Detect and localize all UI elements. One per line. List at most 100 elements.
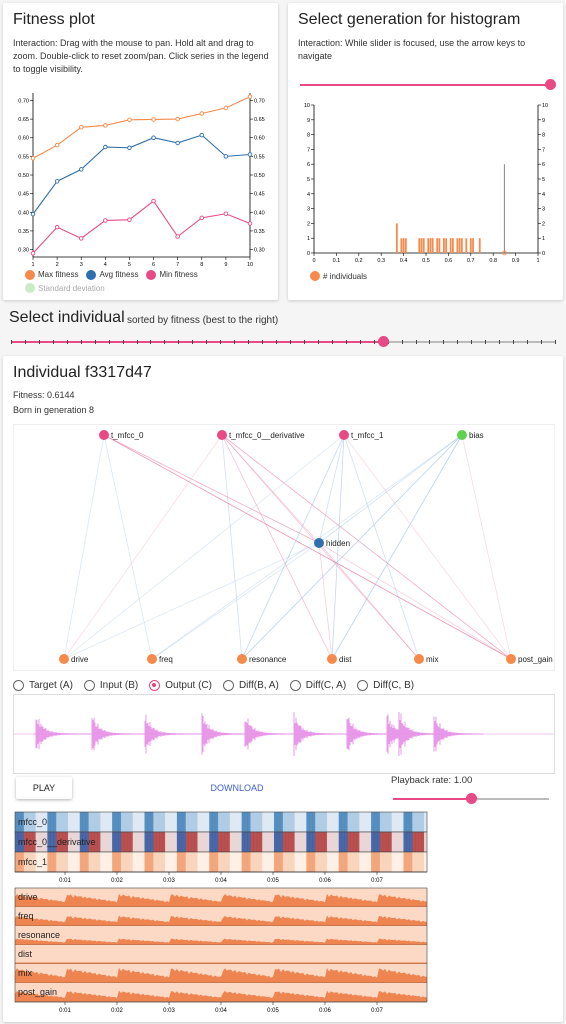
feature-cell: [212, 812, 216, 832]
feature-cell: [41, 832, 45, 852]
download-button[interactable]: DOWNLOAD: [210, 783, 264, 793]
histogram-bar: [445, 238, 448, 253]
playback-rate-slider[interactable]: [393, 793, 549, 805]
feature-cell: [315, 832, 319, 852]
feature-cell: [221, 832, 225, 852]
slider-tick: [262, 340, 264, 344]
feature-cell: [135, 852, 139, 872]
feature-cell: [368, 832, 372, 852]
slider-tick: [108, 340, 110, 344]
playback-rate-track-inactive: [471, 798, 549, 800]
y-tick-label: 7: [542, 147, 545, 153]
network-graph[interactable]: t_mfcc_0 t_mfcc_0__derivative t_mfcc_1 bias…: [13, 424, 555, 671]
radio-indicator[interactable]: [83, 680, 95, 691]
audio-source-radio[interactable]: Diff(C, B): [357, 680, 414, 691]
feature-cell: [156, 852, 160, 872]
feature-cell: [306, 812, 310, 832]
feature-cell: [88, 812, 92, 832]
time-tick-label: 0:02: [111, 1008, 123, 1014]
param-area: [15, 990, 427, 1002]
feature-cell: [115, 852, 119, 872]
feature-cell: [285, 852, 289, 872]
feature-cell: [197, 852, 201, 872]
time-tick-label: 0:06: [319, 1008, 331, 1014]
y-tick-label: 0.55: [254, 154, 265, 160]
radio-indicator[interactable]: [13, 680, 24, 691]
fitness-plot-title: Fitness plot: [13, 11, 95, 28]
feature-cell: [244, 812, 248, 832]
audio-source-radio[interactable]: Diff(B, A): [222, 680, 279, 691]
individual-slider-thumb[interactable]: [378, 336, 389, 347]
histogram-legend-item[interactable]: # individuals: [310, 271, 367, 281]
audio-source-radio[interactable]: Diff(C, A): [289, 680, 346, 691]
feature-cell: [309, 812, 313, 832]
feature-cell: [100, 832, 104, 852]
play-button[interactable]: PLAY: [16, 777, 72, 799]
feature-cell: [159, 812, 163, 832]
feature-cell: [409, 832, 413, 852]
feature-cell: [291, 812, 295, 832]
histogram-bar: [402, 238, 405, 253]
histogram-legend[interactable]: # individuals: [310, 268, 375, 286]
waveform-panel[interactable]: [13, 694, 555, 774]
feature-cell: [209, 852, 213, 872]
slider-tick: [11, 340, 12, 344]
feature-cell: [321, 852, 325, 872]
generation-slider-thumb[interactable]: [545, 79, 556, 90]
audio-source-options: Target (A) Input (B) Output (C) Diff(B, A) D…: [13, 678, 425, 696]
playback-rate-thumb[interactable]: [466, 793, 477, 804]
y-tick-label: 0.60: [18, 136, 29, 142]
radio-indicator[interactable]: [222, 680, 234, 691]
graph-edge: [103, 434, 153, 660]
data-point: [175, 140, 180, 146]
slider-tick: [206, 340, 208, 344]
feature-cell: [262, 832, 266, 852]
feature-cell: [29, 812, 33, 832]
fitness-legend-item[interactable]: Min fitness: [146, 268, 198, 281]
feature-cell: [356, 832, 360, 852]
feature-cell: [176, 852, 181, 872]
feature-cell: [118, 832, 122, 852]
feature-cell: [353, 852, 357, 872]
feature-cell: [229, 832, 234, 852]
individual-slider[interactable]: [11, 335, 556, 349]
slider-tick: [136, 340, 138, 344]
feature-cell: [403, 852, 407, 872]
radio-indicator[interactable]: [149, 680, 161, 691]
audio-source-radio[interactable]: Input (B): [83, 680, 138, 691]
feature-cell: [229, 852, 234, 872]
feature-cell: [135, 812, 139, 832]
audio-source-radio[interactable]: Output (C): [149, 680, 212, 691]
feature-cell: [15, 832, 19, 852]
feature-cell: [212, 832, 216, 852]
histogram-chart[interactable]: 0 01 12 23 34 45 56 67 78 89 910 100 0.1 0.2 0.3 0.4 0.5…: [288, 98, 563, 268]
fitness-chart[interactable]: 0.30 0.30 0.35 0.35 0.40 0.40 0.45 0.45 0.50 0.50…: [3, 85, 278, 268]
individual-slider-track-inactive: [383, 341, 555, 343]
feature-cell: [206, 812, 210, 832]
feature-cell: [191, 852, 195, 872]
feature-cell: [212, 852, 216, 872]
radio-indicator[interactable]: [357, 680, 369, 691]
output-node-label: resonance: [249, 655, 287, 664]
histogram-bar: [458, 238, 461, 253]
feature-cell: [144, 812, 148, 832]
graph-edge: [318, 542, 333, 660]
histogram-bar: [449, 238, 452, 253]
feature-cell: [206, 832, 210, 852]
feature-cell: [356, 852, 360, 872]
feature-cell: [341, 852, 345, 872]
radio-indicator[interactable]: [289, 680, 301, 691]
feature-cell: [200, 832, 204, 852]
fitness-legend-item[interactable]: Standard deviation: [25, 282, 105, 295]
feature-cell: [168, 812, 172, 832]
feature-cell: [262, 812, 266, 832]
feature-cell: [309, 832, 313, 852]
histogram-bar: [456, 238, 459, 253]
feature-cell: [379, 812, 384, 832]
x-tick-label: 0.7: [467, 258, 475, 264]
histogram-bar: [418, 238, 421, 253]
fitness-legend-item[interactable]: Max fitness: [25, 268, 78, 281]
fitness-legend-item[interactable]: Avg fitness: [86, 268, 138, 281]
audio-source-radio[interactable]: Target (A): [13, 680, 73, 691]
feature-cell: [244, 832, 248, 852]
